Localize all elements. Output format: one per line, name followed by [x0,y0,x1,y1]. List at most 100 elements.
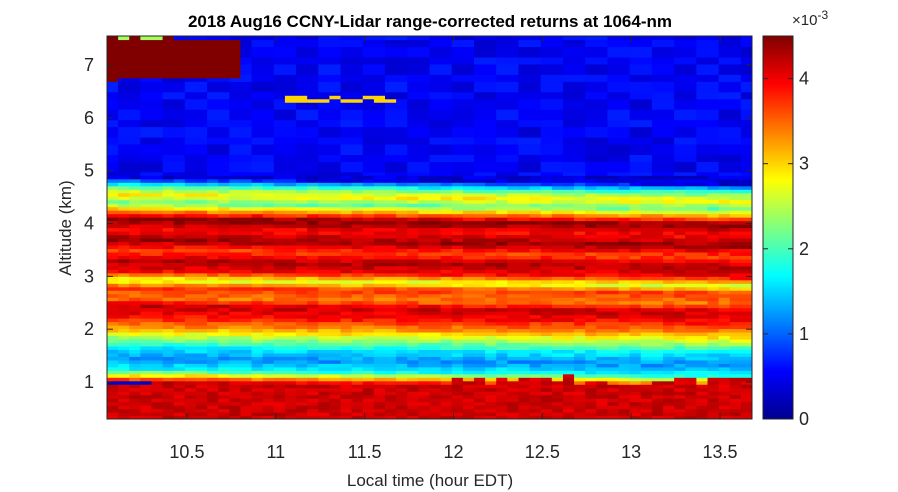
heatmap-cell [462,74,475,79]
heatmap-cell [551,370,564,375]
heatmap-cell [118,185,130,190]
heatmap-cell [596,377,609,382]
heatmap-cell [140,164,153,169]
heatmap-cell [351,307,364,312]
heatmap-cell [496,98,508,103]
heatmap-cell [429,248,442,253]
heatmap-cell [251,46,264,51]
heatmap-cell [362,359,375,364]
heatmap-cell [284,391,297,396]
heatmap-cell [129,311,141,316]
heatmap-cell [273,67,286,72]
heatmap-cell [129,46,141,51]
heatmap-cell [218,203,230,208]
heatmap-cell [418,290,431,295]
heatmap-cell [340,203,353,208]
heatmap-cell [273,95,286,100]
heatmap-cell [529,335,542,340]
heatmap-cell [296,370,308,375]
heatmap-cell [151,123,164,128]
heatmap-cell [340,272,353,277]
heatmap-cell [162,237,175,243]
heatmap-cell [195,324,208,330]
heatmap-cell [385,318,397,323]
heatmap-cell [307,203,319,208]
heatmap-cell [351,311,364,316]
heatmap-cell [329,140,342,145]
heatmap-cell [218,401,230,406]
heatmap-cell [518,102,531,107]
heatmap-cell [296,314,308,319]
heatmap-cell [262,408,275,413]
heatmap-cell [373,307,386,312]
heatmap-cell [362,217,375,222]
heatmap-cell [284,161,297,166]
heatmap-cell [251,297,264,302]
heatmap-cell [562,126,575,131]
heatmap-cell [396,408,408,413]
heatmap-cell [229,300,242,305]
heatmap-cell [107,265,119,270]
heatmap-cell [373,363,386,368]
heatmap-cell [251,217,264,222]
heatmap-cell [396,251,408,256]
heatmap-cell [574,387,586,392]
heatmap-cell [562,189,575,194]
heatmap-cell [551,192,564,197]
heatmap-cell [551,133,564,138]
heatmap-cell [451,262,464,267]
heatmap-cell [407,304,419,309]
heatmap-cell [551,342,564,347]
heatmap-cell [107,384,119,389]
heatmap-cell [473,370,486,375]
heatmap-cell [262,370,275,375]
heatmap-cell [518,373,531,378]
heatmap-cell [518,345,531,350]
heatmap-cell [218,192,230,197]
heatmap-cell [351,81,364,86]
heatmap-cell [296,258,308,263]
heatmap-cell [585,290,597,295]
heatmap-cell [585,217,597,222]
heatmap-cell [140,251,153,256]
heatmap-cell [173,189,186,194]
heatmap-cell [396,157,408,162]
heatmap-cell [140,206,153,211]
heatmap-cell [251,244,264,249]
heatmap-cell [240,293,253,298]
heatmap-cell [107,182,119,187]
heatmap-cell [273,251,286,256]
heatmap-cell [351,206,364,211]
heatmap-cell [129,220,141,225]
heatmap-cell [518,154,531,159]
heatmap-cell [240,258,253,263]
heatmap-cell [340,377,353,382]
heatmap-cell [373,286,386,291]
heatmap-cell [574,321,586,326]
heatmap-cell [107,84,119,89]
heatmap-cell [140,293,153,298]
heatmap-cell [251,398,264,403]
heatmap-cell [429,154,442,159]
heatmap-cell [373,116,386,121]
heatmap-cell [329,189,342,194]
heatmap-cell [318,255,331,260]
heatmap-cell [307,182,319,187]
heatmap-cell [118,56,130,61]
heatmap-cell [173,384,186,389]
heatmap-cell [251,394,264,399]
heatmap-cell [451,112,464,117]
heatmap-cell [195,77,208,82]
heatmap-cell [218,206,230,211]
heatmap-cell [407,119,419,124]
heatmap-cell [129,321,141,326]
heatmap-cell [418,241,431,246]
heatmap-cell [218,150,230,155]
heatmap-cell [162,286,175,291]
heatmap-cell [307,248,319,253]
heatmap-cell [596,102,609,107]
heatmap-cell [418,272,431,277]
heatmap-cell [462,345,475,350]
heatmap-cell [251,213,264,218]
heatmap-cell [373,168,386,173]
